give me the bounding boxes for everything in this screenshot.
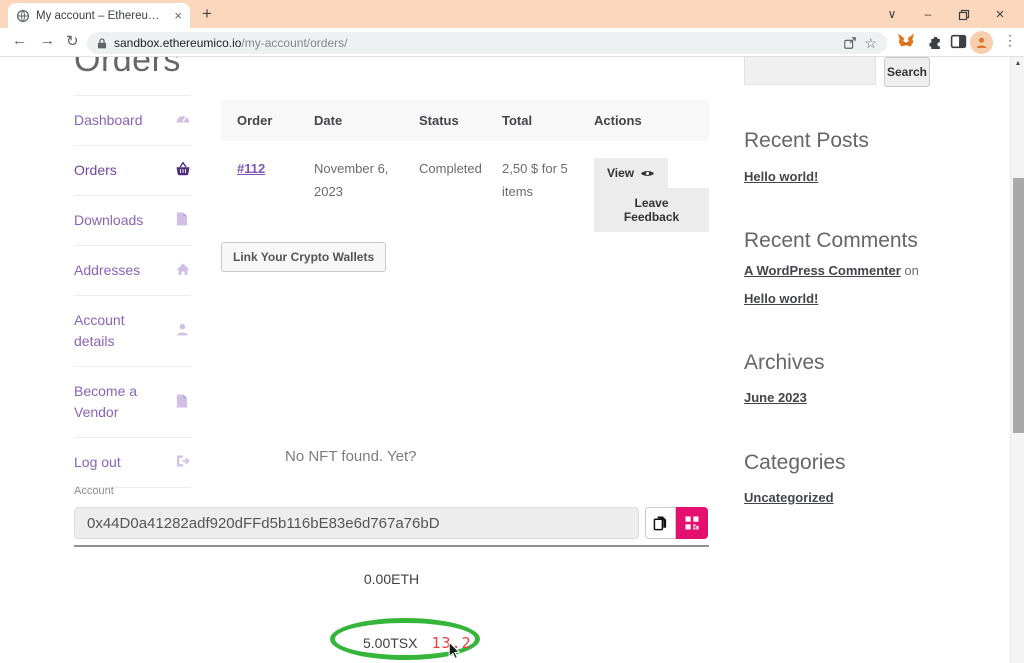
copy-address-button[interactable] (645, 507, 676, 539)
globe-favicon-icon (16, 9, 30, 23)
minimize-button[interactable]: – (924, 7, 932, 21)
nav-item-logout[interactable]: Log out (74, 438, 191, 488)
mouse-cursor-icon (448, 640, 461, 663)
account-nav: Dashboard Orders Downloads Addresses Acc… (74, 95, 191, 488)
comment-post-link[interactable]: Hello world! (744, 290, 819, 306)
new-tab-button[interactable]: + (202, 4, 212, 23)
archive-link[interactable]: June 2023 (744, 390, 807, 405)
nav-item-dashboard[interactable]: Dashboard (74, 96, 191, 146)
bookmark-star-icon[interactable]: ☆ (864, 34, 877, 51)
nav-item-downloads[interactable]: Downloads (74, 196, 191, 246)
browser-menu-icon[interactable]: ⋮ (1003, 32, 1017, 48)
order-number-link[interactable]: #112 (237, 161, 266, 176)
tab-close-icon[interactable]: × (174, 8, 182, 23)
page-title: Orders (74, 57, 181, 79)
copy-icon (653, 515, 668, 531)
home-icon (175, 261, 191, 280)
profile-avatar[interactable] (970, 31, 993, 54)
leave-feedback-button[interactable]: Leave Feedback (594, 188, 709, 232)
tab-title: My account – EthereumICO.io S (36, 9, 169, 22)
back-button[interactable]: ← (12, 32, 27, 49)
col-status: Status (419, 113, 459, 128)
url-path: /my-account/orders/ (241, 36, 348, 50)
url-bar[interactable]: sandbox.ethereumico.io/my-account/orders… (87, 32, 887, 54)
metamask-icon[interactable] (896, 31, 916, 56)
scrollbar-thumb[interactable] (1013, 178, 1024, 433)
close-window-button[interactable]: × (995, 5, 1005, 23)
category-link[interactable]: Uncategorized (744, 490, 834, 505)
order-date: November 6, 2023 (314, 161, 389, 199)
col-total: Total (502, 113, 533, 128)
tab-search-chevron-icon[interactable]: ∨ (887, 7, 897, 21)
extensions-puzzle-icon[interactable] (926, 33, 943, 55)
recent-comment-item: A WordPress Commenter on Hello world! (744, 263, 919, 306)
side-panel-icon[interactable] (950, 33, 967, 55)
file-icon (175, 393, 191, 412)
search-button[interactable]: Search (884, 57, 930, 87)
account-label: Account (74, 485, 114, 497)
divider (74, 545, 709, 547)
recent-posts-title: Recent Posts (744, 129, 869, 152)
eye-icon (640, 169, 655, 178)
gauge-icon (175, 111, 191, 130)
lock-icon (97, 37, 107, 50)
browser-tab-strip: My account – EthereumICO.io S × + ∨ – × (0, 0, 1024, 28)
annotation-value: 13.2 (431, 634, 472, 652)
col-actions: Actions (594, 113, 642, 128)
orders-table-header: Order Date Status Total Actions (221, 100, 709, 141)
archives-title: Archives (744, 351, 825, 374)
col-order: Order (237, 113, 273, 128)
forward-button[interactable]: → (40, 32, 55, 49)
restore-button[interactable] (946, 7, 982, 21)
page-scrollbar[interactable]: ▲ (1010, 57, 1024, 663)
browser-toolbar: ← → ↻ sandbox.ethereumico.io/my-account/… (0, 28, 1024, 57)
page-content: Orders Dashboard Orders Downloads Addres… (0, 57, 1024, 663)
recent-post-link[interactable]: Hello world! (744, 169, 819, 184)
scrollbar-up-arrow[interactable]: ▲ (1014, 60, 1022, 67)
col-date: Date (314, 113, 343, 128)
browser-tab[interactable]: My account – EthereumICO.io S × (8, 3, 190, 28)
order-row: #112 November 6, 2023 Completed 2,50 $ f… (221, 141, 709, 245)
nav-item-account-details[interactable]: Account details (74, 296, 191, 367)
nav-item-addresses[interactable]: Addresses (74, 246, 191, 296)
orders-table: Order Date Status Total Actions #112 Nov… (221, 100, 709, 245)
logout-icon (175, 453, 191, 472)
tsx-balance-row: 5.00TSX 13.2 (363, 634, 472, 652)
refresh-button[interactable]: ↻ (66, 33, 79, 50)
view-order-button[interactable]: View (594, 158, 669, 188)
commenter-link[interactable]: A WordPress Commenter (744, 263, 901, 278)
file-icon (175, 211, 191, 230)
share-icon[interactable] (843, 36, 857, 50)
search-input[interactable] (744, 57, 876, 85)
link-crypto-wallets-button[interactable]: Link Your Crypto Wallets (221, 242, 387, 272)
qr-code-icon (684, 515, 700, 531)
basket-icon (175, 161, 191, 180)
order-total: 2,50 $ for 5 items (502, 161, 568, 199)
recent-comments-title: Recent Comments (744, 229, 918, 252)
order-status: Completed (419, 161, 482, 176)
categories-title: Categories (744, 451, 846, 474)
nav-item-orders[interactable]: Orders (74, 146, 191, 196)
eth-balance: 0.00ETH (363, 571, 420, 587)
user-icon (175, 322, 191, 340)
url-domain: sandbox.ethereumico.io (114, 36, 242, 50)
account-address-input[interactable] (74, 507, 639, 539)
nav-item-become-vendor[interactable]: Become a Vendor (74, 367, 191, 438)
qr-code-button[interactable] (676, 507, 708, 539)
tsx-balance: 5.00TSX (363, 635, 418, 651)
nft-notice: No NFT found. Yet? (285, 448, 417, 465)
